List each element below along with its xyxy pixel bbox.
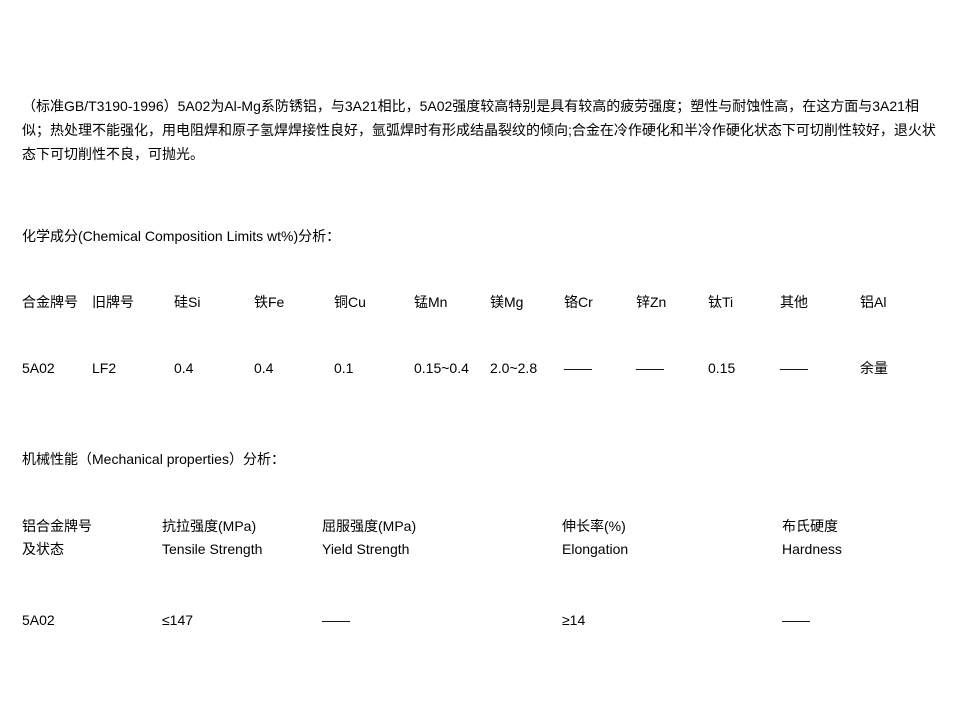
header-line2: 及状态 xyxy=(22,538,162,560)
col-header-other: 其他 xyxy=(780,292,860,313)
header-line2: Hardness xyxy=(782,538,922,560)
mechanical-section-title: 机械性能（Mechanical properties）分析： xyxy=(22,449,938,470)
col-header-al: 铝Al xyxy=(860,292,920,313)
table-header-row: 铝合金牌号 及状态 抗拉强度(MPa) Tensile Strength 屈服强… xyxy=(22,515,938,560)
header-line1: 铝合金牌号 xyxy=(22,515,162,537)
cell-ti: 0.15 xyxy=(708,358,780,379)
header-line2: Elongation xyxy=(562,538,782,560)
header-line1: 抗拉强度(MPa) xyxy=(162,515,322,537)
cell-elongation: ≥14 xyxy=(562,610,782,631)
table-row: 5A02 LF2 0.4 0.4 0.1 0.15~0.4 2.0~2.8 ——… xyxy=(22,358,938,379)
col-header-mn: 锰Mn xyxy=(414,292,490,313)
header-line1: 布氏硬度 xyxy=(782,515,922,537)
cell-cu: 0.1 xyxy=(334,358,414,379)
header-line1: 伸长率(%) xyxy=(562,515,782,537)
col-header-ti: 钛Ti xyxy=(708,292,780,313)
cell-tensile: ≤147 xyxy=(162,610,322,631)
col-header-cu: 铜Cu xyxy=(334,292,414,313)
cell-cr: —— xyxy=(564,358,636,379)
col-header-elongation: 伸长率(%) Elongation xyxy=(562,515,782,560)
col-header-tensile: 抗拉强度(MPa) Tensile Strength xyxy=(162,515,322,560)
col-header-si: 硅Si xyxy=(174,292,254,313)
cell-zn: —— xyxy=(636,358,708,379)
header-line2: Tensile Strength xyxy=(162,538,322,560)
col-header-old: 旧牌号 xyxy=(92,292,174,313)
cell-other: —— xyxy=(780,358,860,379)
cell-mn: 0.15~0.4 xyxy=(414,358,490,379)
intro-paragraph: （标准GB/T3190-1996）5A02为Al-Mg系防锈铝，与3A21相比，… xyxy=(22,95,938,166)
cell-hardness: —— xyxy=(782,610,922,631)
col-header-alloy-state: 铝合金牌号 及状态 xyxy=(22,515,162,560)
col-header-zn: 锌Zn xyxy=(636,292,708,313)
col-header-fe: 铁Fe xyxy=(254,292,334,313)
cell-old: LF2 xyxy=(92,358,174,379)
cell-si: 0.4 xyxy=(174,358,254,379)
cell-yield: —— xyxy=(322,610,562,631)
header-line1: 屈服强度(MPa) xyxy=(322,515,562,537)
col-header-alloy: 合金牌号 xyxy=(22,292,92,313)
col-header-hardness: 布氏硬度 Hardness xyxy=(782,515,922,560)
chemical-composition-table: 合金牌号 旧牌号 硅Si 铁Fe 铜Cu 锰Mn 镁Mg 铬Cr 锌Zn 钛Ti… xyxy=(22,292,938,414)
mechanical-properties-table: 铝合金牌号 及状态 抗拉强度(MPa) Tensile Strength 屈服强… xyxy=(22,515,938,631)
cell-alloy: 5A02 xyxy=(22,358,92,379)
cell-mg: 2.0~2.8 xyxy=(490,358,564,379)
table-row: 5A02 ≤147 —— ≥14 —— xyxy=(22,610,938,631)
cell-al: 余量 xyxy=(860,358,920,379)
cell-fe: 0.4 xyxy=(254,358,334,379)
table-header-row: 合金牌号 旧牌号 硅Si 铁Fe 铜Cu 锰Mn 镁Mg 铬Cr 锌Zn 钛Ti… xyxy=(22,292,938,313)
document-page: （标准GB/T3190-1996）5A02为Al-Mg系防锈铝，与3A21相比，… xyxy=(0,0,960,651)
col-header-mg: 镁Mg xyxy=(490,292,564,313)
cell-alloy: 5A02 xyxy=(22,610,162,631)
col-header-cr: 铬Cr xyxy=(564,292,636,313)
col-header-yield: 屈服强度(MPa) Yield Strength xyxy=(322,515,562,560)
header-line2: Yield Strength xyxy=(322,538,562,560)
chemical-section-title: 化学成分(Chemical Composition Limits wt%)分析： xyxy=(22,226,938,247)
